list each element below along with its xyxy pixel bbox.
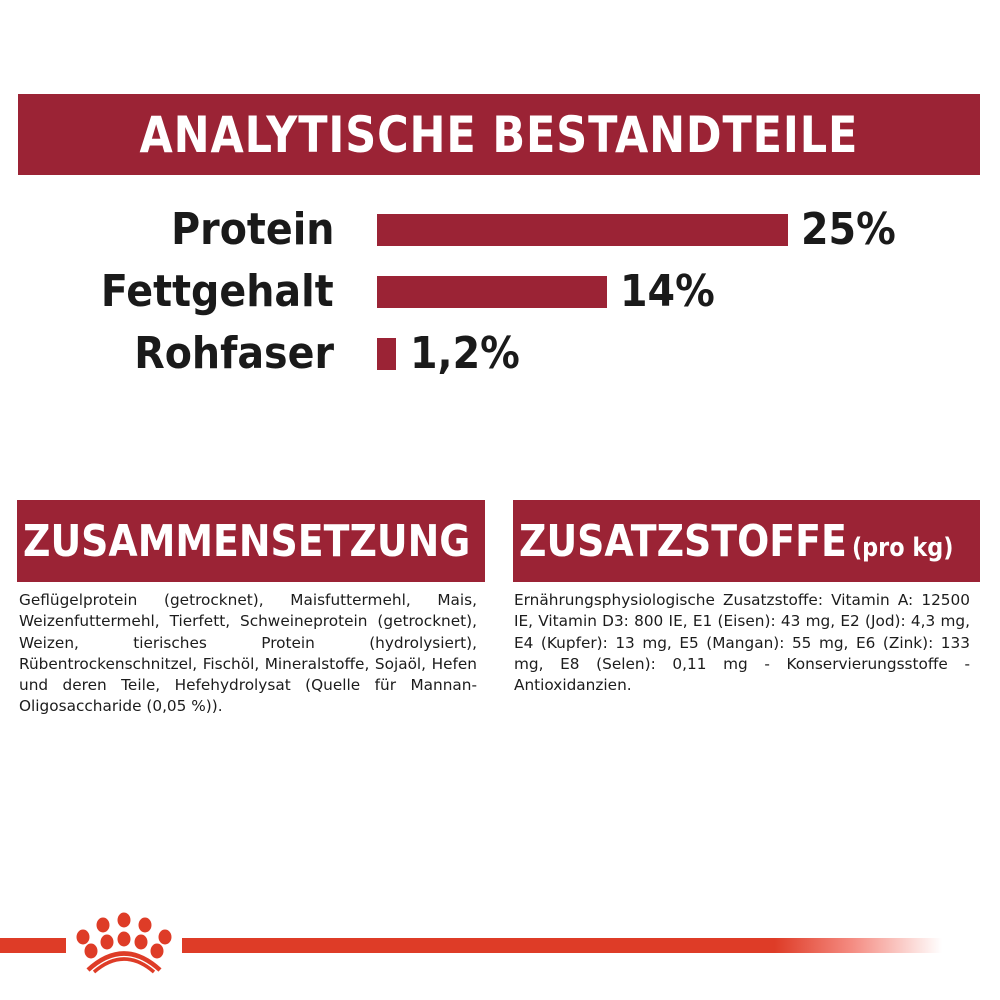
composition-text: Geflügelprotein (getrocknet), Maisfutter…: [19, 591, 477, 716]
nutrient-value: 1,2%: [410, 328, 520, 379]
nutrient-bar: [377, 338, 396, 370]
additives-header: ZUSATZSTOFFE (pro kg): [513, 500, 980, 582]
nutrient-row-fiber: Rohfaser 1,2%: [0, 328, 1000, 379]
composition-title: ZUSAMMENSETZUNG: [23, 515, 471, 567]
footer-line-right: [182, 938, 942, 953]
additives-title: ZUSATZSTOFFE (pro kg): [519, 516, 953, 567]
nutrient-value: 14%: [620, 266, 715, 317]
nutrient-label: Protein: [170, 204, 334, 255]
page-title: ANALYTISCHE BESTANDTEILE: [139, 105, 859, 164]
composition-header: ZUSAMMENSETZUNG: [17, 500, 485, 582]
nutrient-label: Rohfaser: [134, 328, 334, 379]
crown-icon: [76, 912, 172, 974]
nutrient-row-protein: Protein 25%: [0, 204, 1000, 255]
nutrient-label: Fettgehalt: [101, 266, 334, 317]
additives-title-main: ZUSATZSTOFFE: [519, 515, 847, 567]
footer-line-left: [0, 938, 66, 953]
nutrient-bar: [377, 214, 788, 246]
nutrient-row-fat: Fettgehalt 14%: [0, 266, 1000, 317]
title-banner: ANALYTISCHE BESTANDTEILE: [18, 94, 980, 175]
nutrient-value: 25%: [801, 204, 896, 255]
nutrient-bar: [377, 276, 607, 308]
additives-title-suffix: (pro kg): [851, 532, 954, 563]
additives-text: Ernährungsphysiologische Zusatzstoffe: V…: [514, 591, 970, 695]
